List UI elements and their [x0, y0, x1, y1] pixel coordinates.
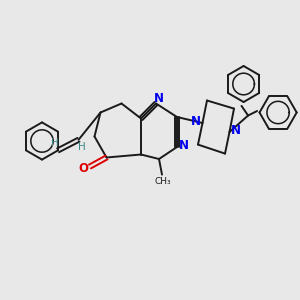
Text: O: O — [78, 161, 88, 175]
Text: H: H — [51, 138, 58, 148]
Text: N: N — [231, 124, 241, 137]
Text: CH₃: CH₃ — [154, 177, 171, 186]
Text: N: N — [154, 92, 164, 106]
Text: H: H — [78, 142, 86, 152]
Text: N: N — [178, 139, 189, 152]
Text: N: N — [191, 115, 201, 128]
